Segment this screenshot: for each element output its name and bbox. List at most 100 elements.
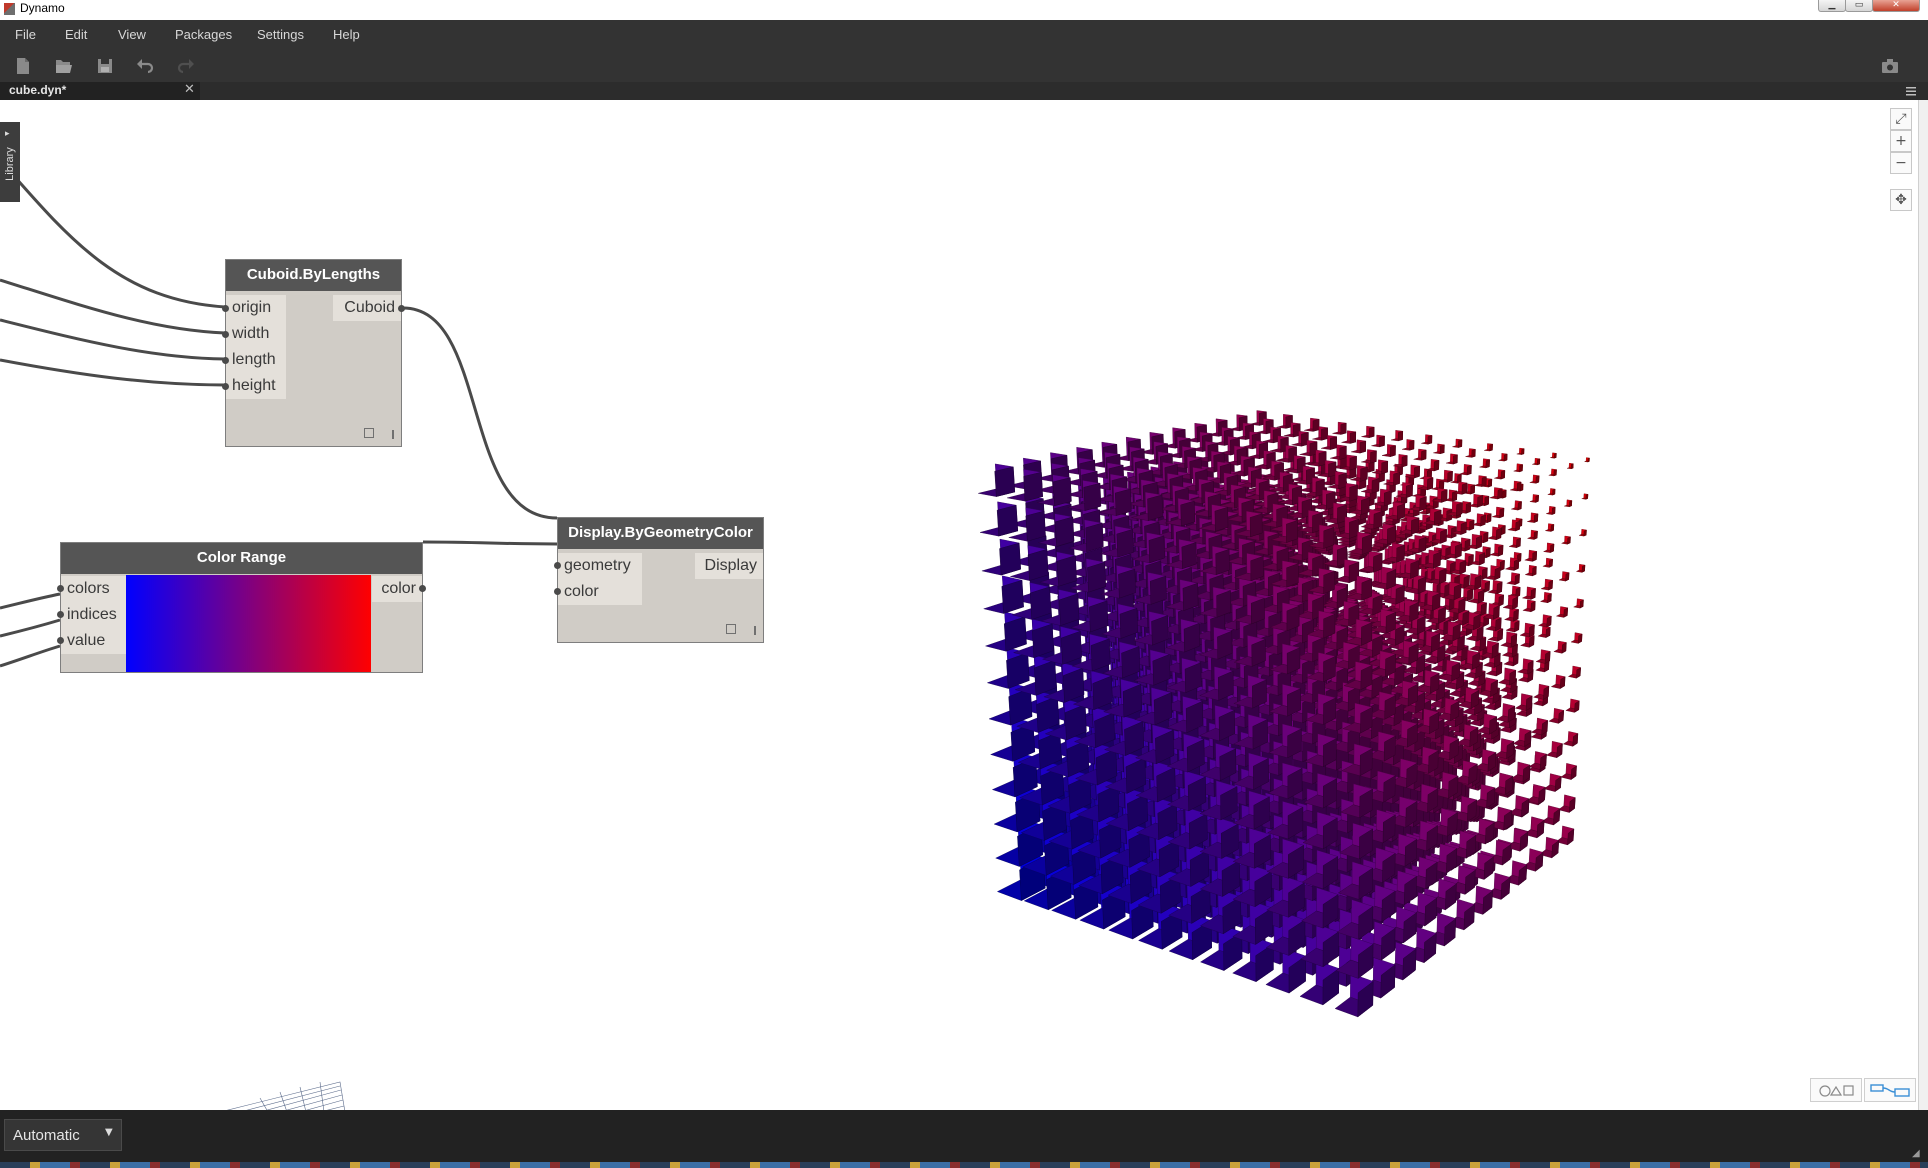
cube-geometry (1450, 473, 1462, 484)
output-pin[interactable] (398, 305, 405, 312)
view-mode-toggle (1810, 1078, 1918, 1104)
tab-close-icon[interactable]: ✕ (184, 82, 195, 97)
run-mode-dropdown[interactable]: Automatic ▼ (4, 1119, 122, 1151)
input-pin[interactable] (222, 331, 229, 338)
port-geometry[interactable]: geometry (558, 553, 642, 579)
menu-settings[interactable]: Settings (257, 27, 304, 42)
menu-bar: File Edit View Packages Settings Help (0, 20, 1928, 50)
input-pin[interactable] (554, 562, 561, 569)
screenshot-icon[interactable] (1880, 56, 1900, 76)
cube-geometry (1521, 848, 1544, 872)
minimize-button[interactable]: ▁ (1818, 0, 1846, 12)
cube-geometry (1381, 444, 1396, 457)
maximize-button[interactable]: ▭ (1845, 0, 1873, 12)
pan-icon[interactable]: ✥ (1890, 189, 1912, 211)
port-cuboid-out[interactable]: Cuboid (333, 295, 401, 321)
tab-cube-dyn[interactable]: cube.dyn* ✕ (0, 82, 200, 100)
wire-to-height[interactable] (0, 358, 226, 387)
cube-geometry (1516, 447, 1525, 455)
input-pin[interactable] (222, 357, 229, 364)
close-window-button[interactable]: ✕ (1872, 0, 1920, 12)
tabs-menu-icon[interactable] (1905, 85, 1917, 97)
cube-geometry (1507, 585, 1521, 598)
library-panel-tab[interactable]: ▸ Library (0, 122, 20, 202)
cube-geometry (1570, 632, 1583, 644)
cube-geometry (1542, 557, 1553, 568)
cube-geometry (1543, 773, 1562, 793)
graph-view-button[interactable] (1864, 1078, 1916, 1102)
cube-geometry (1479, 512, 1492, 523)
zoom-fit-icon[interactable]: ⤢ (1890, 108, 1912, 130)
resize-grip-icon[interactable]: ◢ (1912, 1148, 1920, 1159)
wire-cuboid-to-geometry[interactable] (402, 306, 558, 520)
node-title: Color Range (61, 543, 422, 574)
preview-toggle-icon[interactable] (726, 624, 736, 634)
wire-color-to-color[interactable] (422, 540, 558, 546)
cube-geometry (1526, 784, 1546, 805)
wire-to-indices[interactable] (0, 618, 61, 638)
input-pin[interactable] (57, 585, 64, 592)
wire-to-width[interactable] (0, 278, 226, 335)
preview-toggle-icon[interactable] (364, 428, 374, 438)
undo-icon[interactable] (135, 56, 155, 76)
output-pin[interactable] (419, 585, 426, 592)
new-file-icon[interactable] (13, 56, 33, 76)
port-indices[interactable]: indices (61, 602, 126, 628)
cube-geometry (1283, 422, 1301, 438)
port-color[interactable]: color (558, 579, 642, 605)
input-pin[interactable] (57, 611, 64, 618)
save-icon[interactable] (95, 56, 115, 76)
zoom-out-icon[interactable]: − (1890, 152, 1912, 174)
wire-to-value[interactable] (0, 644, 61, 668)
port-value[interactable]: value (61, 628, 126, 654)
menu-view[interactable]: View (118, 27, 146, 42)
port-height[interactable]: height (226, 373, 286, 399)
node-display-bygeometrycolor[interactable]: Display.ByGeometryColor geometry color D… (554, 517, 764, 643)
input-pin[interactable] (222, 383, 229, 390)
cube-geometry (1433, 443, 1445, 455)
port-color-out[interactable]: color (372, 576, 422, 602)
cube-geometry (1545, 740, 1563, 759)
cube-geometry (1463, 483, 1476, 495)
port-display-out[interactable]: Display (695, 553, 763, 579)
cube-geometry (1505, 618, 1520, 633)
cube-geometry (1484, 443, 1493, 452)
cube-geometry (1341, 430, 1357, 444)
port-length[interactable]: length (226, 347, 286, 373)
ground-grid (226, 1081, 345, 1110)
input-pin[interactable] (554, 588, 561, 595)
node-title: Display.ByGeometryColor (558, 518, 763, 549)
port-colors[interactable]: colors (61, 576, 126, 602)
menu-edit[interactable]: Edit (65, 27, 88, 42)
run-mode-value: Automatic (13, 1127, 80, 1144)
open-file-icon[interactable] (53, 56, 73, 76)
cube-geometry (1557, 794, 1576, 813)
cube-geometry (1489, 593, 1504, 607)
menu-packages[interactable]: Packages (175, 27, 233, 42)
node-color-range[interactable]: Color Range colors indices value color (57, 542, 426, 673)
input-pin[interactable] (222, 305, 229, 312)
window-title: Dynamo (20, 1, 65, 15)
cube-geometry (1562, 731, 1579, 747)
menu-help[interactable]: Help (333, 27, 360, 42)
workspace-canvas[interactable]: ▸ Library Cuboid.ByLengths origin width … (0, 100, 1918, 1110)
zoom-in-icon[interactable]: + (1890, 130, 1912, 152)
input-pin[interactable] (57, 637, 64, 644)
run-bar: Automatic ▼ ◢ (0, 1110, 1928, 1162)
geometry-view-button[interactable] (1810, 1078, 1862, 1102)
wire-to-origin[interactable] (0, 159, 226, 309)
cube-geometry (1421, 434, 1433, 445)
menu-file[interactable]: File (15, 27, 36, 42)
port-width[interactable]: width (226, 321, 286, 347)
cube-geometry (1573, 598, 1584, 609)
wire-to-colors[interactable] (0, 592, 61, 610)
vertical-scrollbar[interactable] (1918, 100, 1928, 1110)
color-range-swatch (126, 575, 371, 672)
wire-to-length[interactable] (0, 318, 226, 361)
cube-geometry (1548, 708, 1565, 724)
redo-icon[interactable] (176, 56, 196, 76)
toolbar (0, 50, 1928, 82)
node-cuboid-bylengths[interactable]: Cuboid.ByLengths origin width length hei… (222, 259, 405, 447)
port-origin[interactable]: origin (226, 295, 286, 321)
cube-geometry (1461, 518, 1475, 531)
